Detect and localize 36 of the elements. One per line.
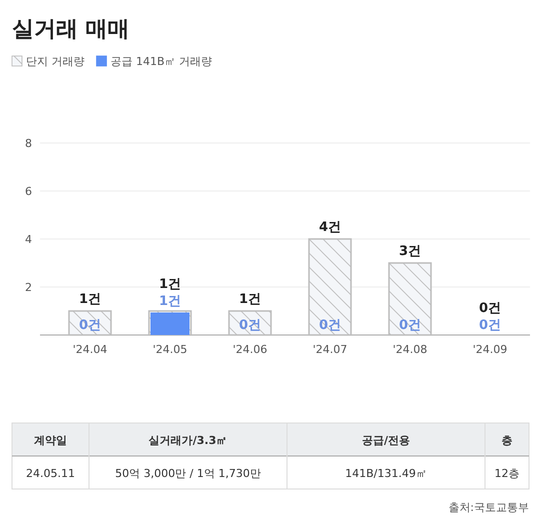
data-label: 0건 <box>478 301 502 316</box>
source-note: 출처:국토교통부 <box>448 501 529 514</box>
legend-label: 공급 141B㎡ 거래량 <box>110 55 212 68</box>
text: 12층 <box>494 467 520 480</box>
data-label: 4건 <box>318 220 342 235</box>
text: 계약일 <box>34 434 67 447</box>
data-label: 0건 <box>318 318 342 333</box>
data-label: 3건 <box>398 244 422 259</box>
text: 50억 3,000만 / 1억 1,730만 <box>115 467 261 480</box>
text: 141B/131.49㎡ <box>345 467 427 480</box>
data-label: 1건 <box>78 292 102 307</box>
y-tick-label: 6 <box>25 185 32 198</box>
y-tick-label: 4 <box>25 233 32 246</box>
x-tick-label: '24.04 <box>72 343 108 356</box>
bar <box>308 238 352 336</box>
bar <box>388 262 432 336</box>
x-tick-label: '24.05 <box>152 343 188 356</box>
y-tick-label: 8 <box>25 137 32 150</box>
x-tick-label: '24.06 <box>232 343 268 356</box>
data-label: 0건 <box>398 318 422 333</box>
text: 실거래가/3.3㎡ <box>148 434 228 447</box>
text: 공급/전용 <box>362 434 410 447</box>
chart-title: 실거래 매매 <box>12 17 130 42</box>
text: 층 <box>502 434 512 447</box>
data-label: 1건 <box>158 294 182 309</box>
x-tick-label: '24.07 <box>312 343 348 356</box>
data-label: 1건 <box>158 277 182 292</box>
data-label: 0건 <box>238 318 262 333</box>
text: 24.05.11 <box>26 467 75 480</box>
y-tick-label: 2 <box>25 281 32 294</box>
data-label: 1건 <box>238 292 262 307</box>
data-label: 0건 <box>478 318 502 333</box>
data-label: 0건 <box>78 318 102 333</box>
x-tick-label: '24.08 <box>392 343 428 356</box>
x-tick-label: '24.09 <box>472 343 508 356</box>
legend-label: 단지 거래량 <box>26 55 84 68</box>
